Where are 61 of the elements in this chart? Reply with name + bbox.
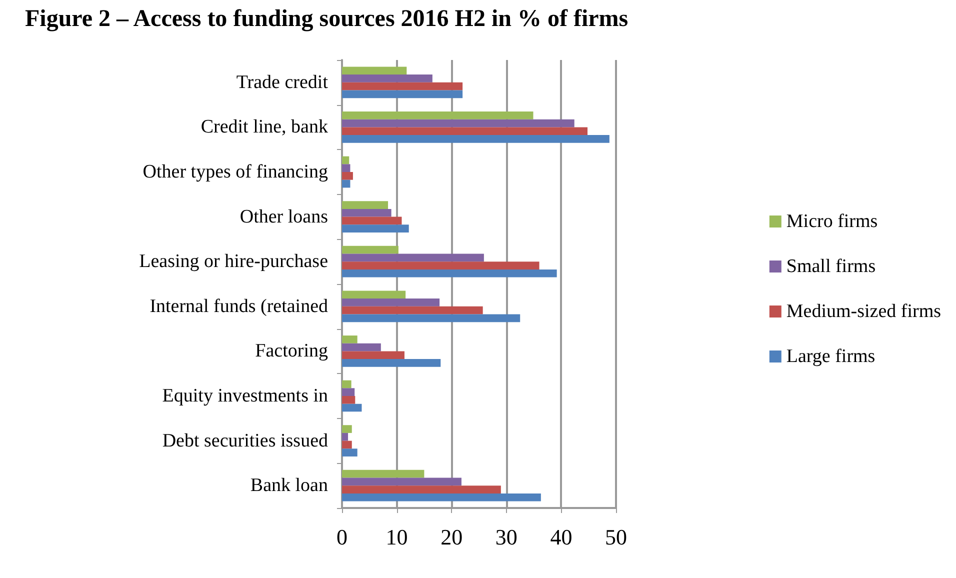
- bar: [342, 127, 588, 136]
- y-tick-label: Debt securities issued: [162, 430, 328, 452]
- bar: [342, 298, 440, 306]
- bar: [342, 208, 392, 217]
- bar: [342, 254, 484, 262]
- bar: [342, 262, 540, 270]
- bar: [342, 246, 398, 254]
- bar: [342, 112, 534, 120]
- bar: [342, 216, 402, 225]
- bar: [342, 351, 404, 360]
- y-tick-label: Other loans: [240, 206, 328, 228]
- x-tick-label: 20: [440, 524, 463, 550]
- bar: [342, 343, 381, 352]
- bar: [342, 66, 407, 75]
- bar: [342, 432, 348, 441]
- bar: [342, 224, 409, 232]
- bar: [342, 380, 352, 388]
- bar: [342, 164, 350, 172]
- bar: [342, 290, 406, 299]
- bar: [342, 336, 358, 344]
- legend-label: Medium-sized firms: [786, 301, 942, 322]
- bar: [342, 82, 463, 90]
- x-tick-label: 0: [336, 524, 348, 550]
- chart-title: Figure 2 – Access to funding sources 2016 H2 in % of firms: [25, 6, 628, 32]
- y-tick-label: Other types of financing: [142, 162, 328, 182]
- y-tick-label: Bank loan: [250, 475, 328, 496]
- bar: [342, 486, 501, 494]
- bar: [342, 448, 358, 456]
- y-tick-label: Equity investments in: [162, 386, 328, 406]
- y-tick-label: Leasing or hire-purchase: [139, 251, 328, 272]
- legend-label: Small firms: [786, 256, 876, 277]
- bar: [342, 470, 424, 478]
- bar: [342, 359, 441, 367]
- bar: [342, 396, 356, 404]
- bar: [342, 74, 432, 82]
- x-tick-label: 10: [386, 524, 408, 550]
- bar: [342, 493, 541, 502]
- bar: [342, 478, 462, 486]
- bar: [342, 135, 610, 143]
- bar: [342, 269, 557, 278]
- bar: [342, 425, 352, 433]
- x-tick-label: 40: [550, 524, 572, 550]
- bar: [342, 180, 350, 188]
- bar: [342, 119, 574, 128]
- bar: [342, 314, 520, 322]
- bar: [342, 90, 463, 98]
- bar: [342, 388, 355, 396]
- y-tick-label: Credit line, bank: [200, 116, 328, 138]
- x-tick-label: 30: [495, 524, 518, 550]
- y-tick-label: Internal funds (retained: [150, 296, 328, 317]
- bar: [342, 404, 362, 412]
- bar: [342, 440, 352, 449]
- bar: [342, 306, 483, 314]
- x-tick-label: 50: [605, 524, 627, 550]
- legend-label: Large firms: [786, 346, 876, 367]
- y-tick-label: Factoring: [255, 340, 328, 362]
- bar: [342, 172, 353, 180]
- legend-label: Micro firms: [786, 211, 878, 232]
- bar: [342, 156, 350, 164]
- bar: [342, 201, 388, 209]
- y-tick-label: Trade credit: [236, 72, 329, 93]
